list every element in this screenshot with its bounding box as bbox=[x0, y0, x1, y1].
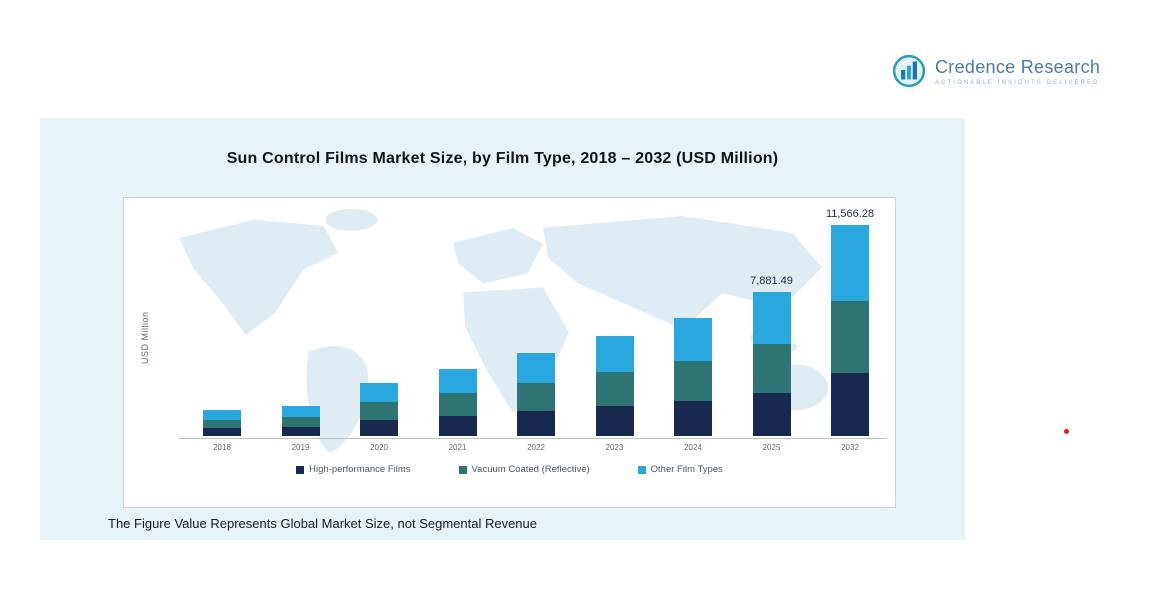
bar-segment bbox=[281, 416, 320, 427]
legend-swatch bbox=[296, 465, 305, 474]
x-axis-tick-label: 2020 bbox=[370, 443, 388, 452]
chart-panel: Sun Control Films Market Size, by Film T… bbox=[40, 118, 965, 540]
logo-icon bbox=[892, 54, 926, 88]
bar-2024 bbox=[674, 318, 712, 436]
bar-segment bbox=[831, 224, 869, 301]
bar-2022 bbox=[517, 352, 555, 436]
bar-segment bbox=[203, 428, 241, 436]
x-axis-tick-label: 2021 bbox=[448, 443, 467, 452]
bar-segment bbox=[203, 410, 241, 420]
legend: High-performance Films Vacuum Coated (Ref… bbox=[124, 464, 895, 475]
bar-segment bbox=[595, 371, 634, 406]
bar-2018 bbox=[203, 410, 241, 436]
bar-segment bbox=[281, 405, 320, 417]
x-axis-tick-label: 2022 bbox=[527, 443, 545, 452]
legend-label: High-performance Films bbox=[309, 464, 411, 475]
bar-segment bbox=[752, 392, 791, 436]
bar-2020 bbox=[360, 383, 398, 436]
bar-2023 bbox=[595, 335, 634, 436]
bar-segment bbox=[674, 360, 712, 401]
bar-segment bbox=[752, 292, 791, 344]
x-axis-tick-label: 2032 bbox=[841, 443, 859, 452]
bar-segment bbox=[360, 420, 398, 436]
bar-value-label: 7,881.49 bbox=[750, 275, 793, 288]
bar-segment bbox=[517, 411, 555, 436]
bar-segment bbox=[595, 335, 634, 372]
x-axis-tick-label: 2025 bbox=[762, 443, 781, 452]
bar-segment bbox=[595, 405, 634, 436]
bar-segment bbox=[438, 415, 477, 436]
legend-label: Other Film Types bbox=[650, 464, 723, 475]
bar-segment bbox=[752, 343, 791, 393]
bar-2021 bbox=[438, 369, 477, 436]
bar-segment bbox=[360, 402, 398, 421]
bar-segment bbox=[674, 400, 712, 436]
bar-2032 bbox=[831, 224, 869, 436]
bar-segment bbox=[281, 426, 320, 436]
x-axis-line bbox=[179, 438, 887, 439]
bar-segment bbox=[831, 372, 869, 436]
plot: 2018 2019 2020 2021 2022 2023 2024 2025 2032 7,88… bbox=[124, 198, 895, 507]
legend-swatch bbox=[637, 465, 646, 474]
logo-text: Credence Research Actionable Insights De… bbox=[935, 57, 1100, 86]
bar-value-label: 11,566.28 bbox=[825, 207, 875, 220]
bar-segment bbox=[674, 318, 712, 361]
legend-item: Vacuum Coated (Reflective) bbox=[458, 464, 590, 475]
logo-name: Credence Research bbox=[935, 56, 1101, 77]
bar-2019 bbox=[281, 405, 320, 436]
chart-title: Sun Control Films Market Size, by Film T… bbox=[226, 150, 779, 167]
chart-area: USD Million 2018 2019 2020 2021 2022 2023 2024… bbox=[123, 197, 896, 508]
bar-segment bbox=[517, 352, 555, 383]
legend-item: High-performance Films bbox=[296, 464, 411, 475]
logo-tagline: Actionable Insights Delivered bbox=[935, 79, 1100, 86]
x-axis-tick-label: 2023 bbox=[605, 443, 624, 452]
x-axis-tick-label: 2024 bbox=[684, 443, 702, 452]
bar-segment bbox=[203, 419, 241, 429]
legend-item: Other Film Types bbox=[637, 464, 723, 475]
credence-research-logo: Credence Research Actionable Insights De… bbox=[892, 54, 1100, 88]
red-dot-marker bbox=[1064, 429, 1069, 434]
bar-segment bbox=[831, 300, 869, 373]
bar-2025 bbox=[752, 292, 791, 436]
bar-segment bbox=[438, 369, 477, 394]
legend-label: Vacuum Coated (Reflective) bbox=[471, 464, 590, 475]
x-axis-tick-label: 2018 bbox=[213, 443, 231, 452]
bar-segment bbox=[360, 383, 398, 403]
footnote: The Figure Value Represents Global Marke… bbox=[108, 516, 537, 531]
x-axis-tick-label: 2019 bbox=[291, 443, 310, 452]
bar-segment bbox=[438, 393, 477, 416]
bar-segment bbox=[517, 382, 555, 412]
legend-swatch bbox=[458, 465, 467, 474]
